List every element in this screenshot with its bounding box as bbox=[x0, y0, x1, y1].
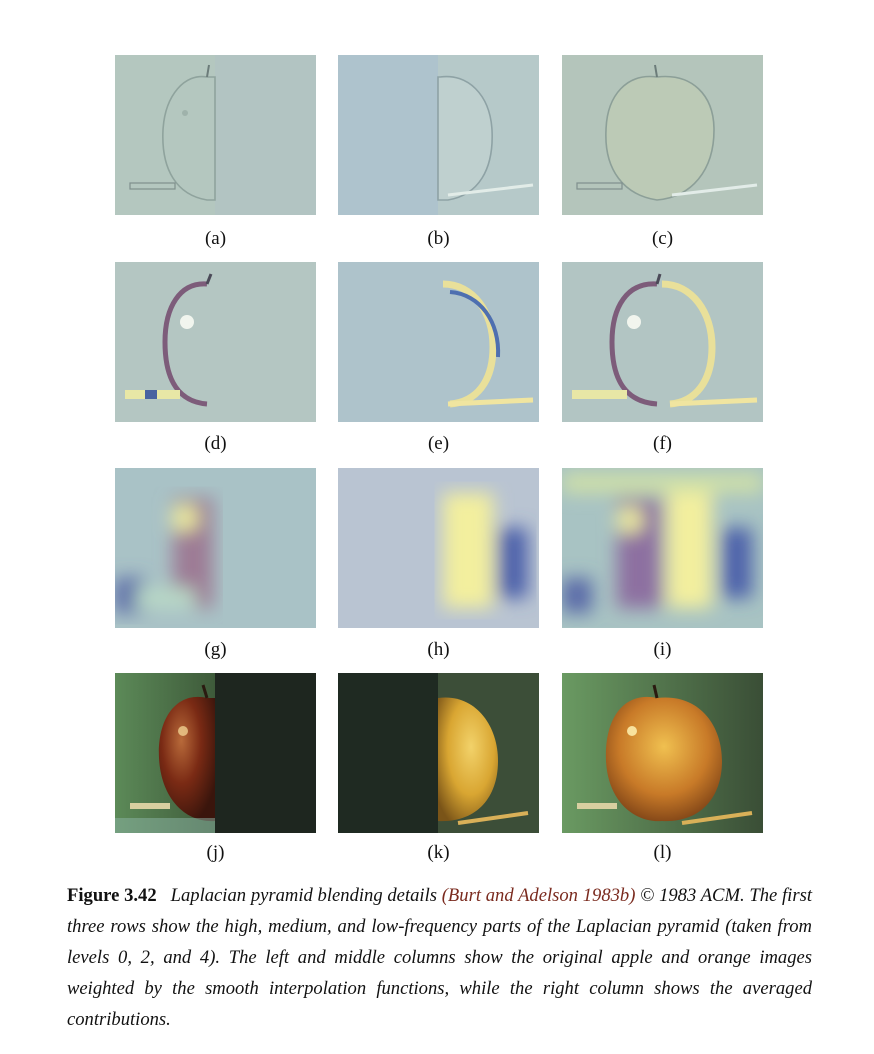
panel-e-image bbox=[338, 262, 539, 422]
panel-i-image bbox=[562, 468, 763, 628]
panel-b-label: (b) bbox=[427, 228, 450, 249]
panel-h-label: (h) bbox=[427, 639, 450, 660]
panel-b-image bbox=[338, 55, 539, 215]
panel-g-image bbox=[115, 468, 316, 628]
figure-caption: Figure 3.42 Laplacian pyramid blending de… bbox=[67, 880, 812, 1035]
panel-f-label: (f) bbox=[653, 433, 672, 454]
panel-d-image bbox=[115, 262, 316, 422]
panel-a-image bbox=[115, 55, 316, 215]
panel-e-label: (e) bbox=[427, 433, 450, 454]
panel-h-image bbox=[338, 468, 539, 628]
figure-number: Figure 3.42 bbox=[67, 885, 157, 906]
panel-j-image bbox=[115, 673, 316, 833]
panel-c-image bbox=[562, 55, 763, 215]
citation-link[interactable]: (Burt and Adelson 1983b) bbox=[441, 885, 636, 906]
panel-a-label: (a) bbox=[204, 228, 227, 249]
panel-j-label: (j) bbox=[206, 842, 225, 863]
panel-g-label: (g) bbox=[204, 639, 227, 660]
caption-text-intro: Laplacian pyramid blending details bbox=[170, 885, 442, 906]
panel-k-label: (k) bbox=[427, 842, 450, 863]
panel-d-label: (d) bbox=[204, 433, 227, 454]
panel-k-image bbox=[338, 673, 539, 833]
panel-l-label: (l) bbox=[653, 842, 672, 863]
panel-i-label: (i) bbox=[653, 639, 672, 660]
panel-l-image bbox=[562, 673, 763, 833]
panel-f-image bbox=[562, 262, 763, 422]
caption-text-body: © 1983 ACM. The first three rows show th… bbox=[67, 885, 812, 1030]
panel-c-label: (c) bbox=[651, 228, 674, 249]
